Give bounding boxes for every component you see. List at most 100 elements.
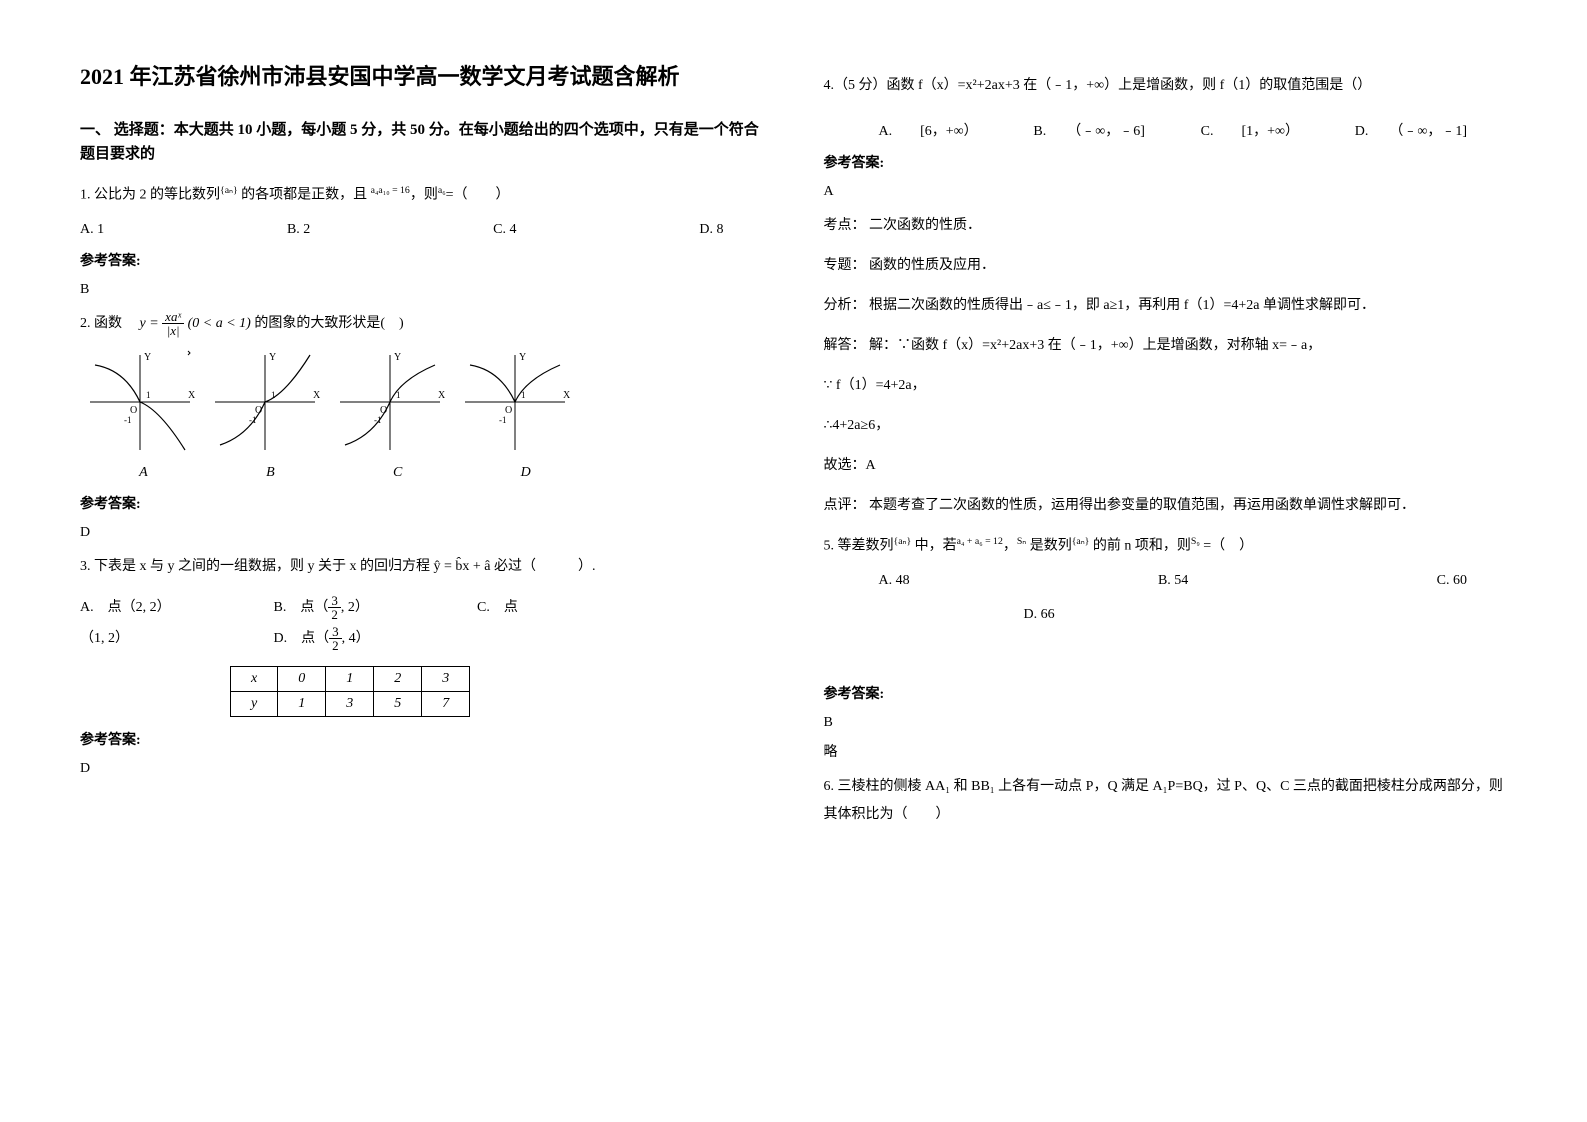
jieda1-text: 解：∵函数 f（x）=x²+2ax+3 在（﹣1，+∞）上是增函数，对称轴 x=…	[869, 338, 1321, 353]
q1-seq: {aₙ}	[220, 185, 238, 196]
kaodian-label: 考点：	[824, 218, 866, 233]
frac-num2: 3	[329, 625, 342, 639]
q2-answer-label: 参考答案:	[80, 493, 764, 513]
q3-options-row1: A. 点（2, 2） B. 点（32, 2） C. 点	[80, 593, 764, 624]
q5-lue: 略	[824, 741, 1508, 761]
q5-text5: 的前 n 项和，则	[1089, 539, 1191, 554]
q1-optA: A. 1	[80, 222, 104, 238]
question-3: 3. 下表是 x 与 y 之间的一组数据，则 y 关于 x 的回归方程 ŷ = …	[80, 553, 764, 581]
q2-cond: (0 < a < 1)	[184, 316, 251, 331]
zhuanti-label: 专题：	[824, 258, 866, 273]
q4-optA: A. [6，+∞）	[879, 120, 978, 140]
q5-optB: B. 54	[1158, 573, 1188, 589]
question-5: 5. 等差数列{aₙ} 中，若a₄ + a₆ = 12，Sₙ 是数列{aₙ} 的…	[824, 532, 1508, 561]
frac-den: 2	[328, 608, 341, 621]
table-header-y: y	[231, 692, 278, 717]
graph-A: X Y O -1 1	[80, 350, 200, 455]
svg-text:X: X	[563, 390, 571, 401]
svg-text:Y: Y	[519, 352, 526, 363]
dianping-text: 本题考查了二次函数的性质，运用得出参变量的取值范围，再运用函数单调性求解即可．	[869, 498, 1415, 513]
q5-options-row1: A. 48 B. 54 C. 60	[824, 573, 1508, 589]
q2-answer: D	[80, 525, 764, 541]
q4-jieda1: 解答： 解：∵函数 f（x）=x²+2ax+3 在（﹣1，+∞）上是增函数，对称…	[824, 332, 1508, 360]
cell: 5	[374, 692, 422, 717]
q3-optD-post: , 4）	[342, 631, 370, 646]
svg-text:-1: -1	[124, 415, 132, 425]
q3-optA: A. 点（2, 2）	[80, 593, 270, 624]
q4-fenxi: 分析： 根据二次函数的性质得出﹣a≤﹣1，即 a≥1，再利用 f（1）=4+2a…	[824, 292, 1508, 320]
q5-answer: B	[824, 715, 1508, 731]
table-row: y 1 3 5 7	[231, 692, 470, 717]
q1-cond: a₄a₁₀ = 16	[371, 185, 410, 196]
q2-text2: 的图象的大致形状是( )	[254, 316, 403, 331]
q3-optB-pre: B. 点（	[274, 600, 329, 615]
q4-options: A. [6，+∞） B. （﹣∞，﹣6] C. [1，+∞） D. （﹣∞，﹣1…	[824, 120, 1508, 140]
q1-answer-label: 参考答案:	[80, 250, 764, 270]
q4-optD: D. （﹣∞，﹣1]	[1355, 120, 1467, 140]
question-1: 1. 公比为 2 的等比数列{aₙ} 的各项都是正数，且 a₄a₁₀ = 16，…	[80, 181, 764, 210]
q3-options-row2: （1, 2） D. 点（32, 4）	[80, 624, 764, 655]
q5-text4: 是数列	[1026, 539, 1072, 554]
table-row: x 0 1 2 3	[231, 667, 470, 692]
q5-text1: 5. 等差数列	[824, 539, 894, 554]
right-column: 4.（5 分）函数 f（x）=x²+2ax+3 在（﹣1，+∞）上是增函数，则 …	[794, 60, 1508, 841]
q3-optC: C. 点	[477, 600, 518, 615]
svg-text:X: X	[188, 390, 196, 401]
graph-B: X Y O -1 1	[205, 350, 325, 455]
q2-num: xaˣ	[162, 310, 184, 324]
q3-answer: D	[80, 761, 764, 777]
q5-seq: {aₙ}	[894, 536, 912, 547]
label-B: B	[266, 465, 275, 481]
cell: 7	[422, 692, 470, 717]
cell: 3	[422, 667, 470, 692]
q5-cond1: a₄ + a₆ = 12	[957, 536, 1003, 547]
q3-answer-label: 参考答案:	[80, 729, 764, 749]
q1-text3: ，则	[410, 188, 438, 203]
cell: 3	[326, 692, 374, 717]
frac-den2: 2	[329, 639, 342, 652]
question-6: 6. 三棱柱的侧棱 AA₁ 和 BB₁ 上各有一动点 P，Q 满足 A₁P=BQ…	[824, 773, 1508, 829]
q4-optC: C. [1，+∞）	[1201, 120, 1299, 140]
q5-text2: 中，若	[911, 539, 957, 554]
q1-answer: B	[80, 282, 764, 298]
dianping-label: 点评：	[824, 498, 866, 513]
q5-text6: =（ ）	[1200, 539, 1253, 554]
left-column: 2021 年江苏省徐州市沛县安国中学高一数学文月考试题含解析 一、 选择题：本大…	[80, 60, 794, 841]
q4-optB: B. （﹣∞，﹣6]	[1033, 120, 1144, 140]
q5-seq2: {aₙ}	[1072, 536, 1090, 547]
q4-zhuanti: 专题： 函数的性质及应用．	[824, 252, 1508, 280]
q2-den: |x|	[162, 324, 184, 337]
section-header: 一、 选择题：本大题共 10 小题，每小题 5 分，共 50 分。在每小题给出的…	[80, 118, 764, 166]
frac-num: 3	[328, 594, 341, 608]
q1-text4: =（ ）	[446, 188, 510, 203]
label-A: A	[139, 465, 148, 481]
q1-text2: 的各项都是正数，且	[238, 188, 371, 203]
q1-optB: B. 2	[287, 222, 310, 238]
q3-optB-post: , 2）	[341, 600, 369, 615]
q1-options: A. 1 B. 2 C. 4 D. 8	[80, 222, 764, 238]
q4-jieda4: 故选：A	[824, 452, 1508, 480]
q1-cond2: a₆	[438, 185, 446, 196]
q4-jieda2: ∵ f（1）=4+2a，	[824, 372, 1508, 400]
q4-kaodian: 考点： 二次函数的性质．	[824, 212, 1508, 240]
svg-text:Y: Y	[394, 352, 401, 363]
q4-answer: A	[824, 184, 1508, 200]
svg-text:Y: Y	[269, 352, 276, 363]
svg-text:1: 1	[146, 390, 151, 400]
graph-C: X Y O -1 1	[330, 350, 450, 455]
question-2: 2. 函数 y = xaˣ|x| (0 < a < 1) 的图象的大致形状是( …	[80, 310, 764, 338]
q5-text3: ，	[1003, 539, 1017, 554]
q2-graphs: X Y O -1 1 X Y O -1 1	[80, 350, 764, 455]
svg-text:-1: -1	[499, 415, 507, 425]
graph-D: X Y O -1 1	[455, 350, 575, 455]
q4-answer-label: 参考答案:	[824, 152, 1508, 172]
label-D: D	[521, 465, 531, 481]
q5-optD: D. 66	[824, 601, 1508, 629]
question-4: 4.（5 分）函数 f（x）=x²+2ax+3 在（﹣1，+∞）上是增函数，则 …	[824, 72, 1508, 100]
fenxi-label: 分析：	[824, 298, 866, 313]
q5-answer-label: 参考答案:	[824, 683, 1508, 703]
svg-text:-1: -1	[249, 415, 257, 425]
q3-optB: B. 点（32, 2）	[274, 593, 474, 624]
q1-optC: C. 4	[493, 222, 516, 238]
q5-s9: S₉	[1191, 536, 1200, 547]
